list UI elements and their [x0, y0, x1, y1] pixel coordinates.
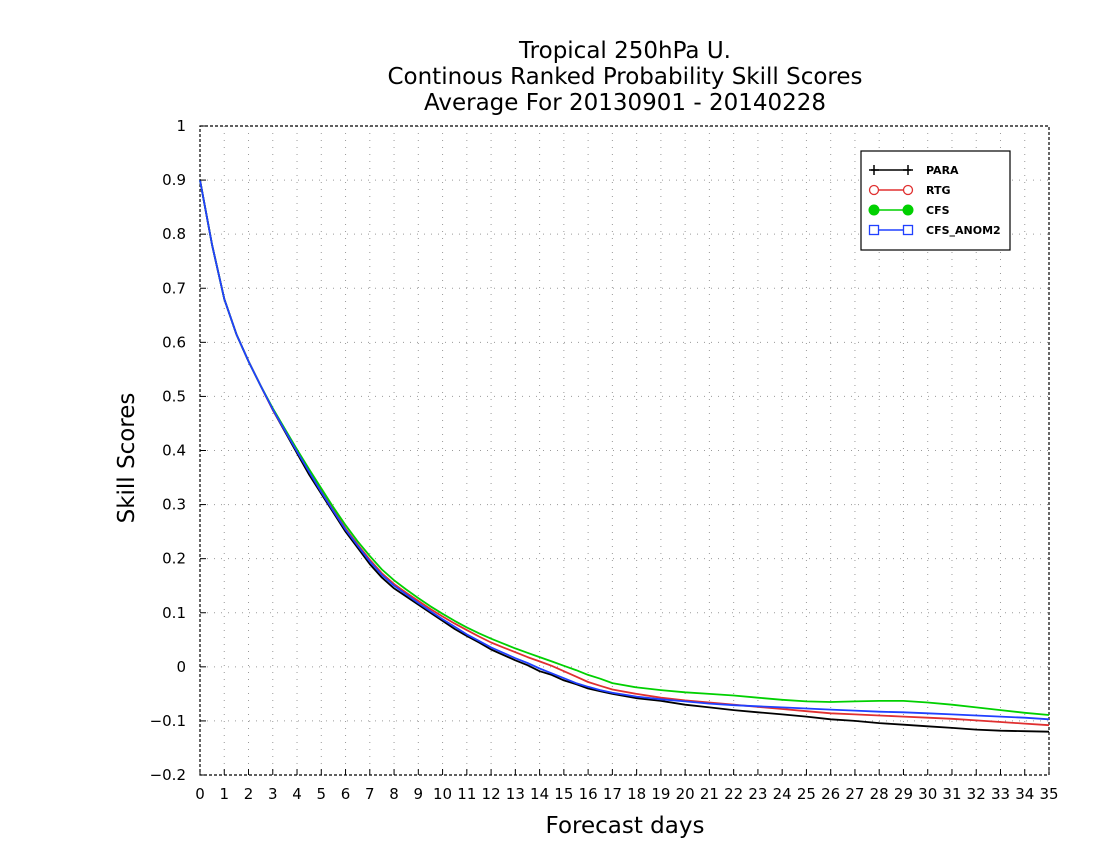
legend: PARA RTG CFS CFS_ANOM2 — [860, 150, 1011, 251]
y-tick-label: 0.4 — [162, 442, 186, 460]
x-tick-label: 34 — [1015, 785, 1034, 803]
chart-title-line-2: Continous Ranked Probability Skill Score… — [387, 64, 862, 90]
y-axis-tick-labels: −0.2 −0.1 0 0.1 0.2 0.3 0.4 0.5 0.6 0.7 0.8 0.9 1 — [150, 117, 186, 784]
legend-label: CFS_ANOM2 — [926, 224, 1001, 237]
x-tick-label: 27 — [845, 785, 864, 803]
series-line-rtg — [199, 179, 1050, 727]
x-tick-label: 30 — [918, 785, 937, 803]
series-lines — [199, 179, 1050, 733]
x-tick-label: 1 — [219, 785, 229, 803]
x-tick-label: 4 — [292, 785, 302, 803]
x-tick-label: 5 — [317, 785, 327, 803]
x-tick-label: 23 — [748, 785, 767, 803]
x-tick-label: 7 — [365, 785, 375, 803]
x-tick-label: 31 — [942, 785, 961, 803]
legend-marker-circle — [902, 184, 914, 196]
legend-marker-dot — [902, 204, 914, 216]
legend-marker-circle — [868, 184, 880, 196]
y-tick-label: 0.5 — [162, 387, 186, 405]
x-axis-tick-labels: 0 1 2 3 4 5 6 7 8 9 10 11 12 13 14 15 16 17 18 19 20 21 22 23 24… — [195, 785, 1058, 803]
series-line-cfs — [199, 179, 1050, 716]
y-tick-label: 1 — [176, 117, 186, 135]
y-tick-label: 0 — [176, 658, 186, 676]
x-tick-label: 9 — [414, 785, 424, 803]
chart-title-line-1: Tropical 250hPa U. — [518, 38, 731, 64]
x-tick-label: 26 — [821, 785, 840, 803]
series-line-cfs-anom2 — [199, 179, 1050, 721]
x-tick-label: 10 — [433, 785, 452, 803]
y-tick-label: 0.8 — [162, 225, 186, 243]
x-tick-label: 14 — [530, 785, 549, 803]
x-tick-label: 17 — [603, 785, 622, 803]
x-tick-label: 20 — [676, 785, 695, 803]
legend-label: RTG — [926, 184, 951, 197]
x-tick-label: 3 — [268, 785, 278, 803]
x-tick-label: 16 — [579, 785, 598, 803]
x-tick-label: 19 — [651, 785, 670, 803]
chart-title: Tropical 250hPa U. Continous Ranked Prob… — [387, 38, 862, 116]
x-tick-label: 12 — [482, 785, 501, 803]
chart-title-line-3: Average For 20130901 - 20140228 — [424, 90, 826, 116]
legend-label: CFS — [926, 204, 950, 217]
y-tick-label: −0.1 — [150, 712, 186, 730]
axis-ticks — [199, 125, 1050, 776]
x-tick-label: 24 — [773, 785, 792, 803]
y-tick-label: −0.2 — [150, 766, 186, 784]
x-tick-label: 32 — [967, 785, 986, 803]
y-tick-label: 0.1 — [162, 604, 186, 622]
legend-marker-square — [902, 224, 914, 236]
x-tick-label: 33 — [991, 785, 1010, 803]
series-line-para — [199, 179, 1050, 733]
x-tick-label: 15 — [554, 785, 573, 803]
x-tick-label: 25 — [797, 785, 816, 803]
legend-box — [860, 150, 1011, 251]
y-tick-label: 0.2 — [162, 550, 186, 568]
x-tick-label: 0 — [195, 785, 205, 803]
x-tick-label: 18 — [627, 785, 646, 803]
x-tick-label: 13 — [506, 785, 525, 803]
x-tick-label: 8 — [389, 785, 399, 803]
y-tick-label: 0.3 — [162, 496, 186, 514]
x-tick-label: 2 — [244, 785, 254, 803]
x-tick-label: 28 — [870, 785, 889, 803]
x-tick-label: 22 — [724, 785, 743, 803]
x-tick-label: 21 — [700, 785, 719, 803]
y-tick-label: 0.6 — [162, 333, 186, 351]
x-tick-label: 35 — [1039, 785, 1058, 803]
legend-marker-square — [868, 224, 880, 236]
y-tick-label: 0.9 — [162, 171, 186, 189]
x-axis-title: Forecast days — [546, 813, 705, 839]
legend-marker-dot — [868, 204, 880, 216]
legend-label: PARA — [926, 164, 959, 177]
x-tick-label: 6 — [341, 785, 351, 803]
x-tick-label: 11 — [457, 785, 476, 803]
x-tick-label: 29 — [894, 785, 913, 803]
y-tick-label: 0.7 — [162, 279, 186, 297]
y-axis-title: Skill Scores — [114, 393, 140, 524]
